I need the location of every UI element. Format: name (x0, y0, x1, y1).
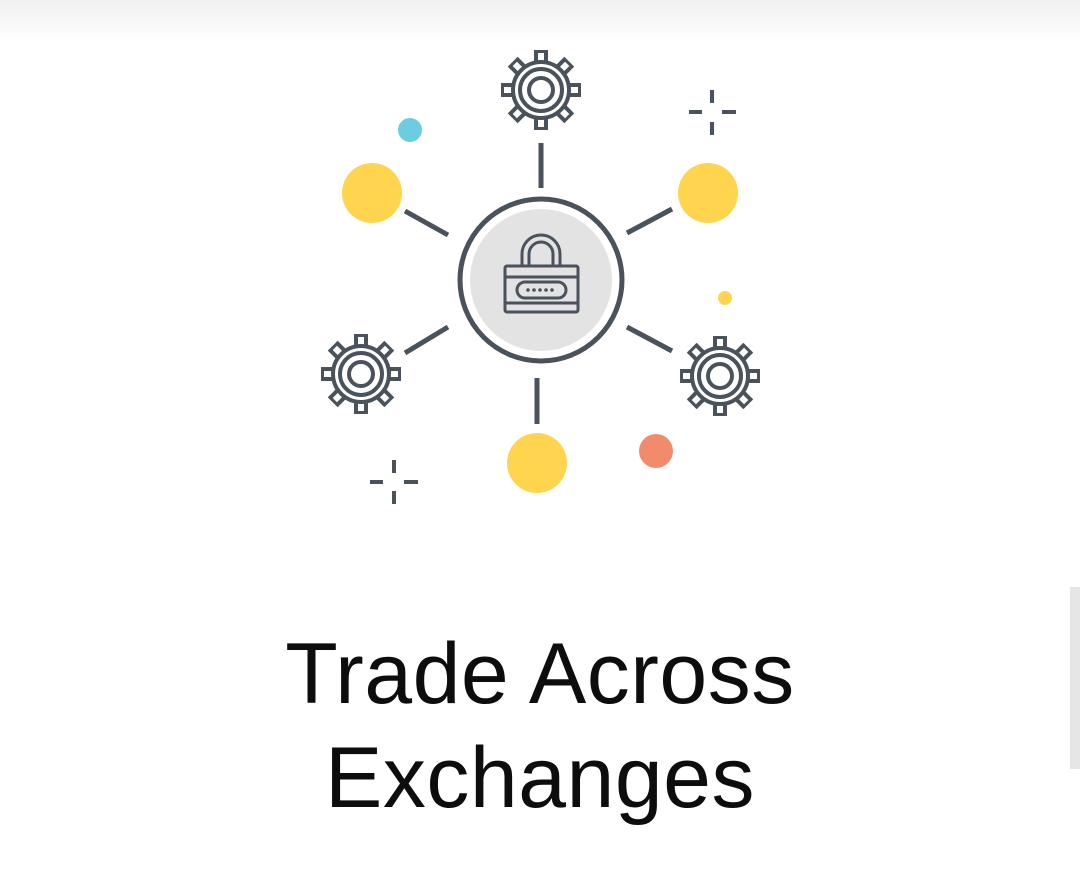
header-shadow (0, 0, 1080, 44)
connector-top-left (403, 208, 450, 238)
connector-bottom-right (625, 324, 674, 354)
sparkle-icon (689, 90, 736, 135)
exchange-node-top-right (678, 163, 738, 223)
connector-lines (403, 143, 674, 424)
decorative-dot-yellow (718, 291, 732, 305)
gear-icon (678, 334, 762, 418)
scrollbar[interactable] (1070, 587, 1080, 769)
exchange-node-top-left (342, 163, 402, 223)
gear-icon (319, 332, 403, 416)
padlock-icon (503, 233, 580, 314)
gear-icon (499, 48, 583, 132)
title-line-1: Trade Across (285, 626, 795, 722)
title-line-2: Exchanges (324, 730, 755, 826)
connector-bottom-left (403, 324, 450, 356)
exchange-node-bottom (507, 433, 567, 493)
connector-top-right (625, 206, 674, 236)
decorative-dot-coral (639, 434, 673, 468)
onboarding-title: Trade Across Exchanges (0, 622, 1080, 830)
decorative-dot-blue (398, 118, 422, 142)
exchange-network-illustration (319, 48, 762, 504)
sparkle-icon (370, 460, 418, 504)
